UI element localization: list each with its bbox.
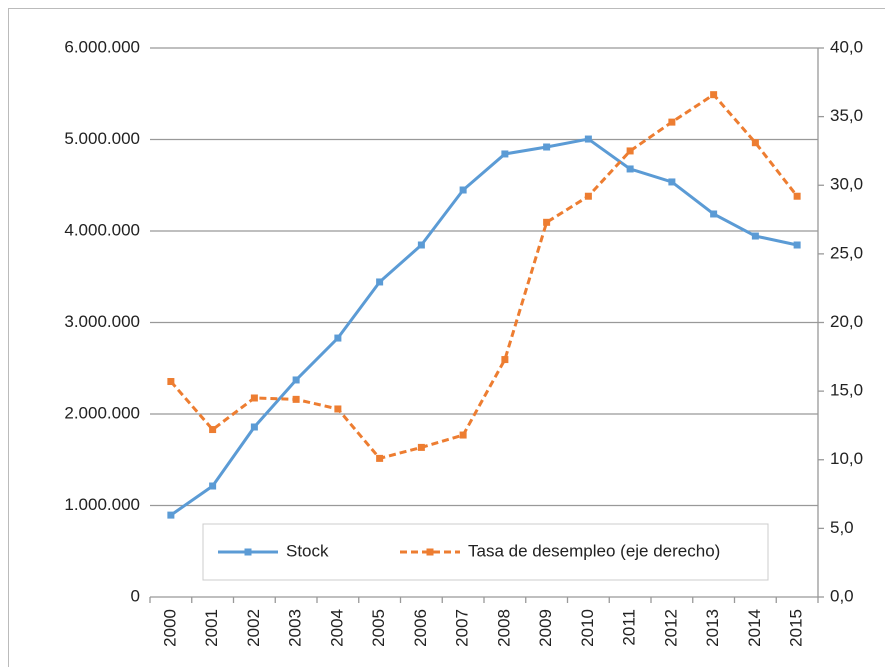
point-marker (250, 423, 258, 431)
point-marker (543, 143, 551, 151)
x-tick-label: 2006 (411, 609, 430, 647)
y-tick-label: 2.000.000 (64, 403, 140, 422)
x-tick-label: 2010 (578, 609, 597, 647)
point-marker (793, 192, 801, 200)
point-marker (292, 376, 300, 384)
point-marker (417, 443, 425, 451)
y2-tick-label: 20,0 (830, 312, 863, 331)
point-marker (459, 431, 467, 439)
x-tick-label: 2005 (369, 609, 388, 647)
x-tick-label: 2008 (494, 609, 513, 647)
point-marker (501, 150, 509, 158)
x-tick-label: 2015 (787, 609, 806, 647)
y2-tick-label: 35,0 (830, 106, 863, 125)
y-tick-label: 5.000.000 (64, 129, 140, 148)
x-tick-label: 2002 (244, 609, 263, 647)
point-marker (167, 378, 175, 386)
x-tick-label: 2012 (661, 609, 680, 647)
y-tick-label: 1.000.000 (64, 495, 140, 514)
legend-marker (426, 548, 434, 556)
series-line (169, 92, 799, 461)
x-tick-label: 2003 (286, 609, 305, 647)
y2-tick-label: 40,0 (830, 37, 863, 56)
point-marker (376, 454, 384, 462)
y-tick-label: 3.000.000 (64, 312, 140, 331)
point-marker (459, 186, 467, 194)
legend-marker (244, 548, 252, 556)
point-marker (543, 218, 551, 226)
y2-tick-label: 25,0 (830, 243, 863, 262)
point-marker (334, 334, 342, 342)
point-marker (751, 139, 759, 147)
point-marker (501, 356, 509, 364)
point-marker (167, 511, 175, 519)
legend-label: Tasa de desempleo (eje derecho) (468, 541, 720, 560)
point-marker (793, 241, 801, 249)
y-tick-label: 6.000.000 (64, 37, 140, 56)
point-marker (710, 210, 718, 218)
y2-tick-label: 30,0 (830, 175, 863, 194)
point-marker (668, 178, 676, 186)
point-marker (417, 241, 425, 249)
legend-label: Stock (286, 541, 329, 560)
point-marker (626, 147, 634, 155)
x-tick-label: 2009 (536, 609, 555, 647)
point-marker (209, 482, 217, 490)
x-tick-label: 2004 (327, 609, 346, 647)
y-tick-label: 4.000.000 (64, 220, 140, 239)
y2-tick-label: 0,0 (830, 586, 854, 605)
point-marker (334, 405, 342, 413)
x-tick-label: 2013 (703, 609, 722, 647)
y2-tick-label: 5,0 (830, 518, 854, 537)
y2-tick-label: 10,0 (830, 449, 863, 468)
point-marker (626, 165, 634, 173)
point-marker (209, 426, 217, 434)
x-tick-label: 2014 (745, 609, 764, 647)
point-marker (584, 192, 592, 200)
point-marker (710, 91, 718, 99)
point-marker (668, 118, 676, 126)
y-tick-label: 0 (131, 586, 140, 605)
x-tick-label: 2000 (160, 609, 179, 647)
x-tick-label: 2011 (620, 609, 639, 646)
x-tick-label: 2007 (453, 609, 472, 647)
series-line (170, 137, 798, 517)
y2-tick-label: 15,0 (830, 381, 863, 400)
point-marker (250, 394, 258, 402)
point-marker (292, 395, 300, 403)
point-marker (584, 135, 592, 143)
legend-box (202, 523, 769, 581)
point-marker (751, 232, 759, 240)
x-tick-label: 2001 (202, 609, 221, 647)
point-marker (376, 278, 384, 286)
